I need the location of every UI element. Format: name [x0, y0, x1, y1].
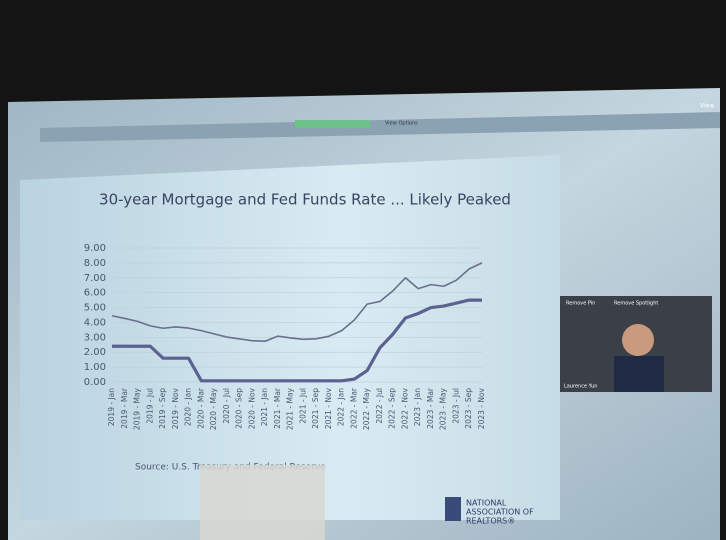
- y-tick-label: 0.00: [84, 377, 106, 388]
- x-tick-label: 2020 - Jul: [222, 388, 231, 424]
- x-tick-label: 2021 - Nov: [324, 387, 333, 429]
- view-options[interactable]: View Options: [385, 121, 418, 127]
- x-tick-label: 2020 - Jan: [184, 388, 193, 426]
- x-tick-label: 2022 - May: [362, 387, 371, 430]
- x-tick-label: 2023 - Jan: [413, 388, 422, 426]
- x-tick-label: 2020 - Nov: [247, 387, 256, 429]
- remove-pin[interactable]: Remove Pin: [566, 301, 595, 307]
- y-tick-label: 1.00: [84, 362, 106, 373]
- x-tick-label: 2019 - May: [133, 387, 142, 430]
- logo-text: NATIONAL: [466, 499, 507, 508]
- x-tick-label: 2019 - Sep: [158, 388, 167, 429]
- x-tick-label: 2021 - May: [286, 387, 295, 430]
- remove-spotlight[interactable]: Remove Spotlight: [614, 301, 658, 307]
- x-tick-label: 2023 - Nov: [477, 387, 486, 429]
- y-tick-label: 3.00: [84, 332, 106, 343]
- x-tick-label: 2021 - Jul: [298, 388, 307, 424]
- x-tick-label: 2021 - Mar: [273, 387, 282, 429]
- y-tick-label: 9.00: [84, 243, 106, 254]
- y-tick-label: 5.00: [84, 303, 106, 314]
- y-tick-label: 8.00: [84, 258, 106, 269]
- x-tick-label: 2020 - Mar: [196, 387, 205, 429]
- speaker-face: [622, 324, 654, 356]
- x-tick-label: 2023 - Mar: [426, 387, 435, 429]
- y-tick-label: 4.00: [84, 317, 106, 328]
- x-tick-label: 2022 - Jan: [337, 388, 346, 426]
- y-tick-label: 6.00: [84, 288, 106, 299]
- x-tick-label: 2023 - Jul: [451, 388, 460, 424]
- logo-text: ASSOCIATION OF: [466, 508, 534, 517]
- x-tick-label: 2019 - Jan: [107, 388, 116, 426]
- y-tick-label: 2.00: [84, 347, 106, 358]
- x-tick-label: 2019 - Nov: [171, 387, 180, 429]
- logo-text: REALTORS®: [466, 517, 515, 526]
- share-indicator: [295, 120, 370, 128]
- speaker-name: Laurence Yun: [564, 384, 597, 390]
- x-tick-label: 2023 - May: [439, 387, 448, 430]
- chart-title: 30-year Mortgage and Fed Funds Rate ... …: [99, 191, 511, 209]
- x-tick-label: 2022 - Jul: [375, 388, 384, 424]
- logo-mark: [445, 497, 461, 521]
- x-tick-label: 2022 - Nov: [400, 387, 409, 429]
- y-tick-label: 7.00: [84, 273, 106, 284]
- screen-photo: View Options View 30-year Mortgage and F…: [0, 0, 726, 540]
- x-tick-label: 2020 - May: [209, 387, 218, 430]
- x-tick-label: 2019 - Jul: [145, 388, 154, 424]
- x-tick-label: 2021 - Sep: [311, 388, 320, 429]
- lectern: [200, 465, 325, 540]
- x-tick-label: 2023 - Sep: [464, 388, 473, 429]
- x-tick-label: 2022 - Mar: [349, 387, 358, 429]
- x-tick-label: 2021 - Jan: [260, 388, 269, 426]
- x-tick-label: 2020 - Sep: [235, 388, 244, 429]
- x-tick-label: 2019 - Mar: [120, 387, 129, 429]
- x-tick-label: 2022 - Sep: [388, 388, 397, 429]
- view-button[interactable]: View: [700, 103, 714, 110]
- speaker-suit: [614, 356, 664, 392]
